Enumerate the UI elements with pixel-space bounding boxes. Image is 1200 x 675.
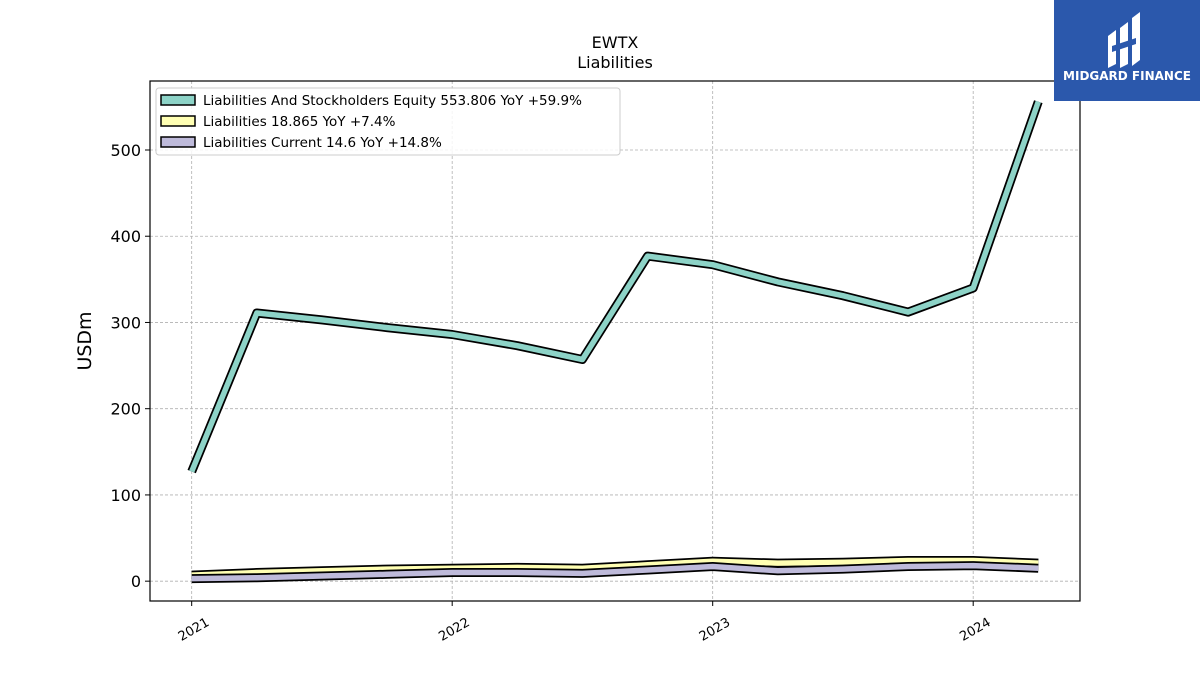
series-line-1	[191, 557, 1039, 578]
legend: Liabilities And Stockholders Equity 553.…	[155, 87, 621, 156]
y-axis: 0 100 200 300 400 500	[110, 141, 150, 591]
y-tick-label: 200	[110, 400, 141, 419]
legend-label-1: Liabilities 18.865 YoY +7.4%	[203, 114, 396, 130]
series-line-0	[189, 100, 1041, 473]
x-tick-label: 2024	[957, 615, 993, 645]
x-axis: 2021 2022 2023 2024	[176, 601, 994, 645]
legend-box	[155, 87, 621, 156]
brand-name: MIDGARD FINANCE	[1063, 69, 1191, 83]
chart-subtitle: Liabilities	[577, 53, 653, 72]
legend-swatch-2	[160, 136, 196, 148]
brand-logo: MIDGARD FINANCE	[1054, 0, 1200, 101]
y-axis-label: USDm	[74, 311, 96, 370]
grid-lines	[150, 81, 1080, 601]
y-tick-label: 500	[110, 141, 141, 160]
y-tick-label: 400	[110, 227, 141, 246]
x-tick-label: 2021	[176, 615, 212, 645]
y-tick-label: 0	[131, 572, 141, 591]
chart-title: EWTX	[592, 33, 639, 52]
y-tick-label: 300	[110, 313, 141, 332]
legend-swatch-0	[160, 94, 196, 106]
series-outline-0	[187, 100, 1043, 474]
series-layer	[187, 100, 1043, 584]
y-tick-label: 100	[110, 486, 141, 505]
plot-frame	[149, 80, 1081, 602]
legend-label-2: Liabilities Current 14.6 YoY +14.8%	[203, 135, 442, 151]
midgard-logo-icon	[1108, 12, 1140, 68]
x-tick-label: 2023	[697, 615, 733, 645]
x-tick-label: 2022	[436, 615, 472, 645]
series-line-2	[191, 562, 1039, 582]
legend-swatch-1	[160, 115, 196, 127]
legend-label-0: Liabilities And Stockholders Equity 553.…	[203, 93, 582, 109]
